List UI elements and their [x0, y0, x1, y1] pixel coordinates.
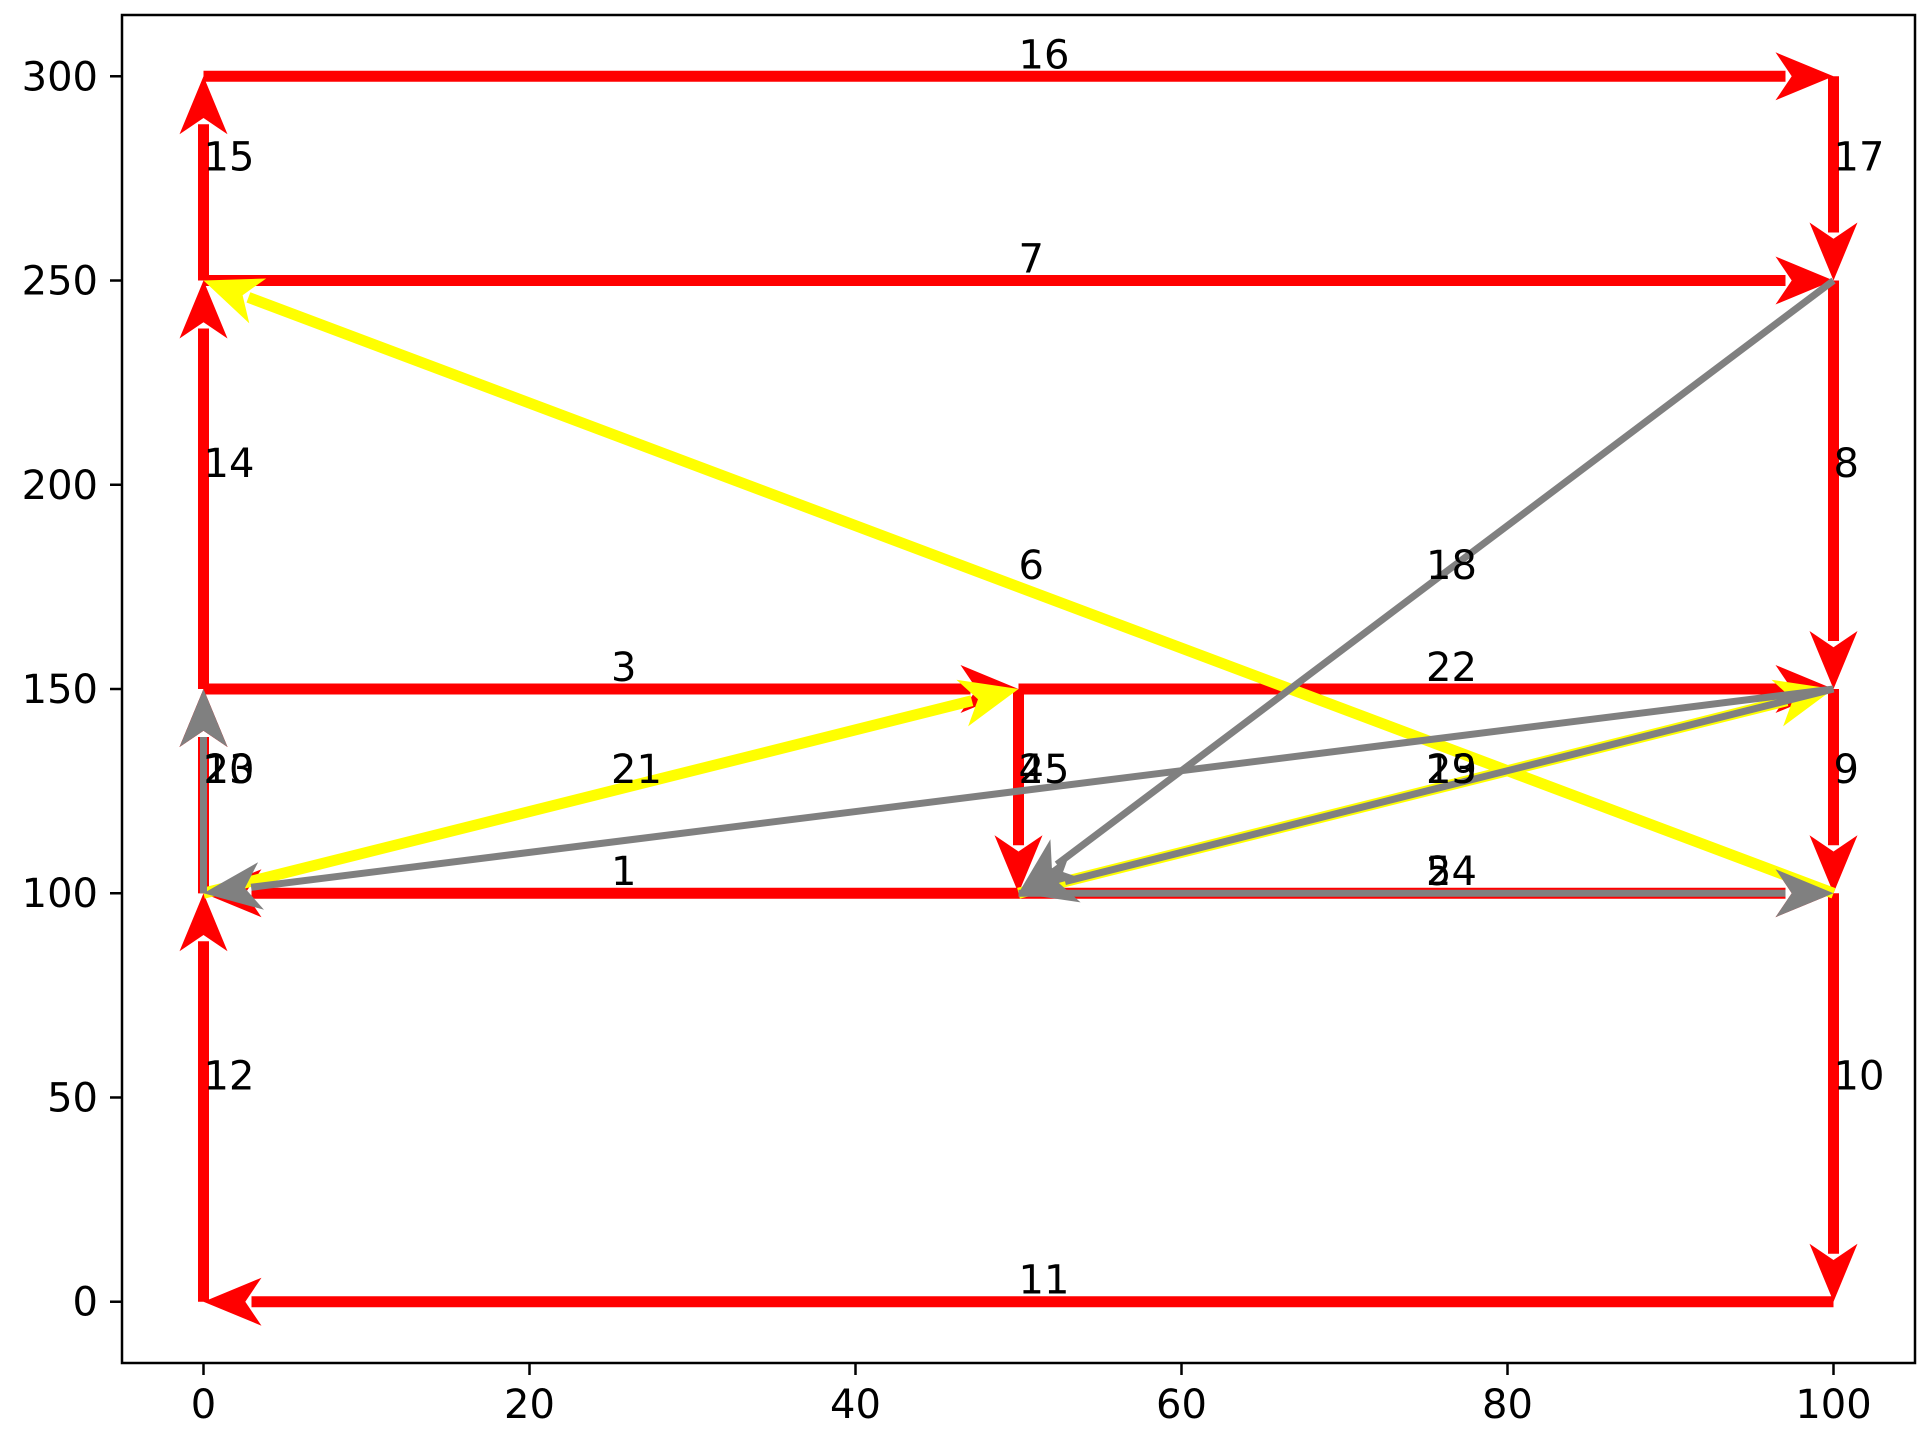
edge-7	[203, 256, 1834, 305]
x-tick-label: 20	[504, 1382, 555, 1428]
y-tick-label: 250	[22, 259, 98, 305]
x-tick-label: 60	[1156, 1382, 1207, 1428]
edge-label: 17	[1834, 134, 1885, 180]
y-tick-label: 0	[73, 1280, 98, 1326]
edge-label: 4	[1019, 747, 1044, 793]
edge-arrowhead	[1809, 835, 1858, 894]
edge-label: 12	[204, 1053, 255, 1099]
edge-label: 23	[1426, 747, 1477, 793]
edge-label: 25	[1019, 747, 1070, 793]
y-tick-label: 200	[22, 463, 98, 509]
edge-20	[179, 689, 228, 894]
edge-arrowhead	[956, 679, 1019, 727]
edge-label: 7	[1019, 237, 1044, 283]
edge-4	[994, 689, 1043, 894]
edge-label: 6	[1019, 543, 1044, 589]
y-tick-label: 50	[47, 1075, 98, 1121]
edge-label: 14	[204, 441, 255, 487]
x-tick-label: 40	[830, 1382, 881, 1428]
edge-arrowhead	[203, 862, 264, 910]
edge-label: 10	[1834, 1053, 1885, 1099]
x-tick-label: 80	[1482, 1382, 1533, 1428]
edge-label: 19	[1426, 747, 1477, 793]
edge-21	[202, 679, 1019, 899]
edge-label: 9	[1834, 747, 1859, 793]
x-tick-label: 0	[191, 1382, 216, 1428]
edge-line	[1064, 685, 1835, 885]
edge-25	[203, 685, 1834, 910]
edge-arrowhead	[1809, 222, 1858, 281]
edge-14	[179, 280, 228, 689]
edge-label: 5	[1426, 849, 1451, 895]
edge-label: 18	[1426, 543, 1477, 589]
edge-label: 15	[204, 134, 255, 180]
edge-arrowhead	[1018, 839, 1080, 894]
edge-24	[1018, 869, 1834, 918]
edge-label: 11	[1019, 1258, 1070, 1304]
y-axis: 0 50 100 150 200 250 300	[22, 54, 122, 1326]
edge-arrowhead	[1775, 869, 1834, 918]
edge-17	[1809, 76, 1858, 281]
edge-arrowhead	[179, 280, 228, 339]
x-tick-label: 100	[1795, 1382, 1871, 1428]
y-tick-label: 300	[22, 54, 98, 100]
edge-15	[179, 76, 228, 281]
edge-label: 3	[611, 645, 636, 691]
edge-arrowhead	[179, 689, 228, 747]
edge-arrowhead	[1809, 1243, 1858, 1302]
edge-label: 1	[611, 849, 636, 895]
y-tick-label: 100	[22, 871, 98, 917]
edge-arrowhead	[179, 893, 228, 952]
edge-9	[1809, 689, 1858, 894]
edge-6	[203, 278, 1836, 899]
edge-arrowhead	[1809, 631, 1858, 689]
edge-8	[1809, 280, 1858, 689]
edge-label: 13	[204, 747, 255, 793]
edge-12	[179, 893, 228, 1302]
edge-label: 21	[611, 747, 662, 793]
edge-label: 24	[1426, 849, 1477, 895]
edge-label: 8	[1834, 441, 1859, 487]
edge-line	[246, 292, 1836, 899]
edge-arrowhead	[994, 835, 1043, 894]
edge-arrowhead	[203, 1277, 262, 1326]
edge-arrowhead	[203, 278, 267, 324]
edge-arrowhead	[1775, 52, 1834, 101]
edge-line	[202, 695, 974, 899]
edge-arrowhead	[1775, 256, 1834, 305]
edge-11	[203, 1277, 1834, 1326]
x-axis: 0 20 40 60 80 100	[191, 1363, 1872, 1428]
edge-label: 22	[1426, 645, 1477, 691]
edge-line	[250, 685, 1834, 891]
edge-label: 2	[204, 747, 229, 793]
edge-arrowhead	[179, 76, 228, 135]
edge-label: 16	[1019, 32, 1070, 78]
y-tick-label: 150	[22, 667, 98, 713]
edge-10	[1809, 893, 1858, 1302]
edge-16	[203, 52, 1834, 101]
edges-layer	[179, 52, 1858, 1326]
edge-label: 20	[204, 747, 255, 793]
